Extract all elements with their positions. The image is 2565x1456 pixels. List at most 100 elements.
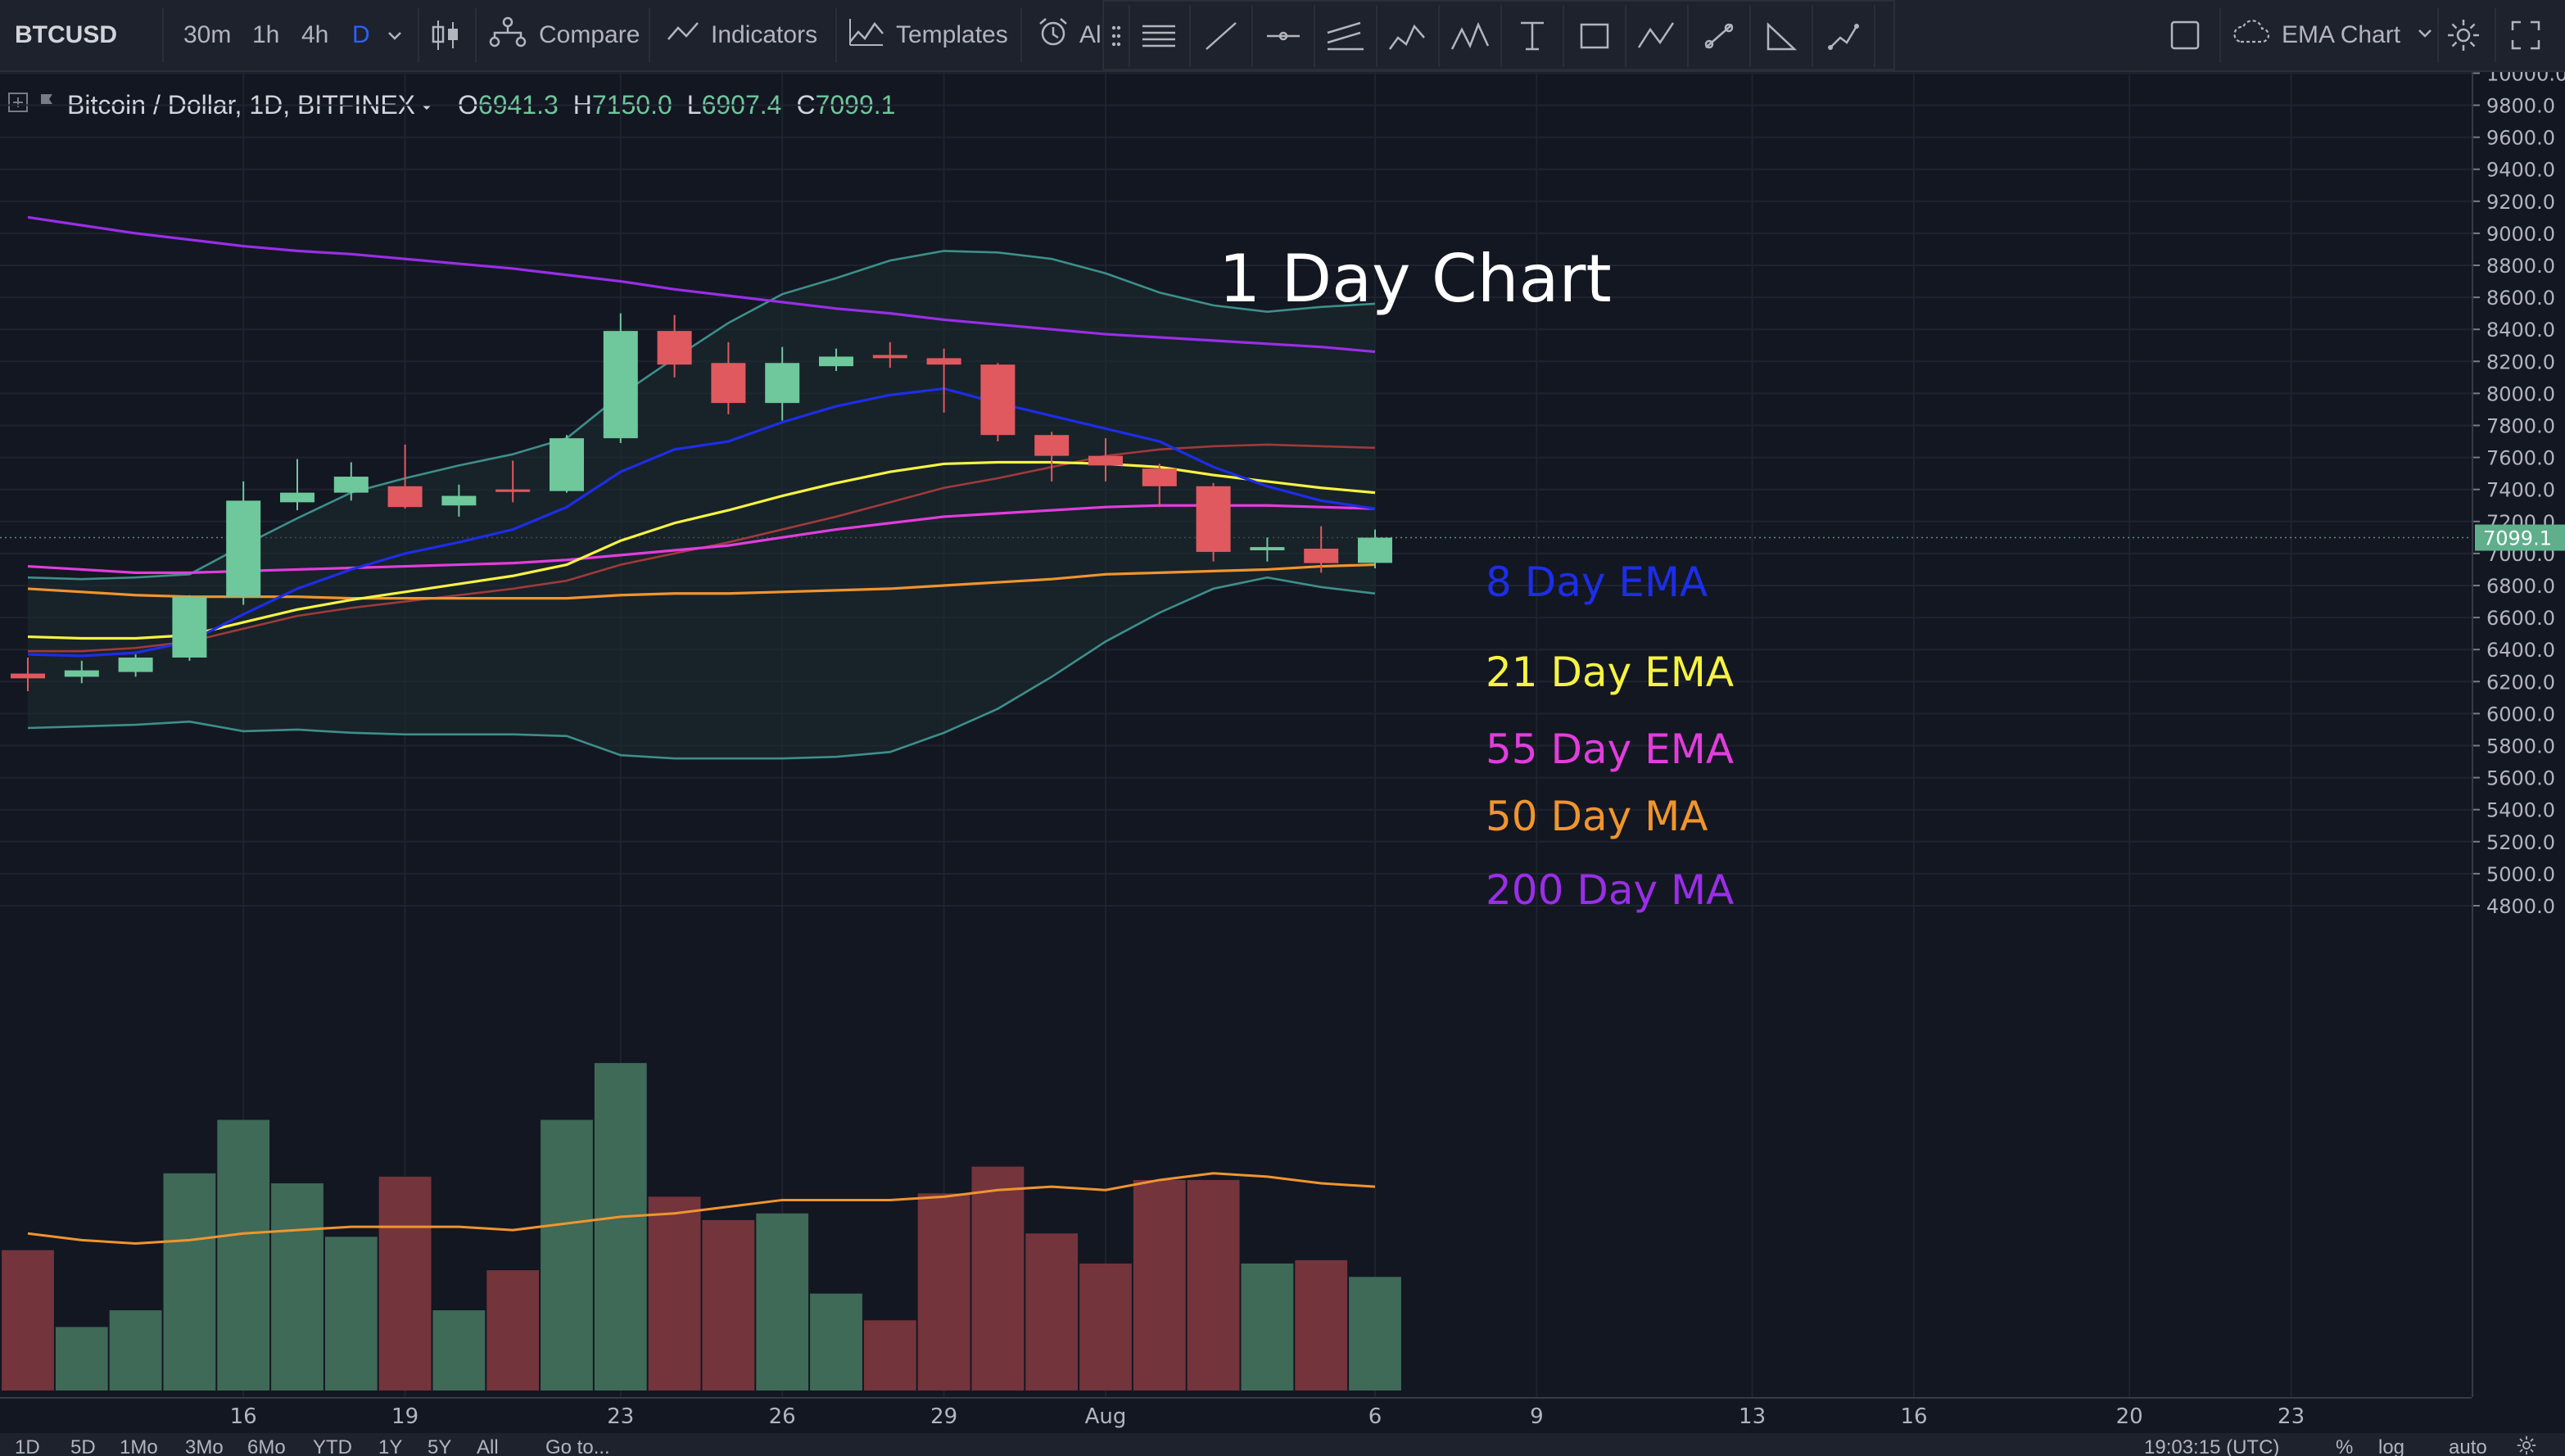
alert-button[interactable]: Al [1037,0,1102,70]
interval-d-button[interactable]: D [352,21,370,48]
symbol-menu-chevron-icon[interactable] [420,90,433,120]
symbol-search-button[interactable]: BTCUSD [15,21,117,48]
text-tool-icon[interactable] [1502,5,1564,67]
toolbar-divider [649,8,650,62]
time-tick-label: 20 [2116,1404,2143,1429]
measure-tool-icon[interactable] [1751,5,1813,67]
axis-settings-gear-icon[interactable] [2516,1435,2537,1456]
candle-body [226,500,261,597]
time-tick-label: 6 [1368,1404,1382,1429]
chart-type-candles-icon[interactable] [429,0,462,70]
price-tick-label: 9600.0 [2486,127,2555,150]
volume-bar [648,1196,701,1390]
price-tick-label: 5200.0 [2486,831,2555,854]
horizontal-ray-tool-icon[interactable] [1253,5,1315,67]
time-tick-label: 16 [230,1404,257,1429]
price-tick-label: 5600.0 [2486,767,2555,790]
scale-option-2[interactable]: auto [2449,1436,2487,1456]
candle-body [1358,537,1392,563]
xabcd-pattern-tool-icon[interactable] [1440,5,1502,67]
price-axis[interactable]: 10000.0 9800.0 9600.0 9400.0 9200.0 9000.0 880… [2472,72,2565,1397]
time-axis[interactable]: 1619232629Aug691316202327 [0,1397,2472,1435]
time-tick-label: 19 [391,1404,418,1429]
fullscreen-toggle-icon[interactable] [2169,0,2201,70]
range-6mo-button[interactable]: 6Mo [247,1436,286,1456]
trend-line-tool-icon[interactable] [1191,5,1253,67]
interval-30m-button[interactable]: 30m [183,21,232,48]
price-tick-label: 8800.0 [2486,255,2555,278]
indicators-button[interactable]: Indicators [667,0,817,70]
time-tick-label: 29 [930,1404,957,1429]
scale-option-1[interactable]: log [2378,1436,2405,1456]
bollinger-band-fill [28,251,1375,759]
price-tick-label: 4800.0 [2486,895,2555,918]
price-tick-label: 9800.0 [2486,95,2555,118]
indicator-annotation-ma200: 200 Day MA [1486,866,1734,914]
drag-handle-icon[interactable] [1104,5,1130,67]
time-tick-label: 9 [1530,1404,1544,1429]
time-tick-label: 23 [2278,1404,2305,1429]
settings-gear-icon[interactable] [2445,0,2481,70]
range-ytd-button[interactable]: YTD [313,1436,352,1456]
brush-tool-icon[interactable] [1689,5,1751,67]
toolbar-divider [835,8,837,62]
parallel-channel-tool-icon[interactable] [1315,5,1378,67]
range-1mo-button[interactable]: 1Mo [120,1436,158,1456]
candle-body [495,489,531,492]
rectangle-tool-icon[interactable] [1564,5,1626,67]
path-tool-icon[interactable] [1813,5,1875,67]
candle-body [765,363,800,404]
volume-bar [917,1193,970,1390]
volume-bar [1241,1263,1294,1390]
candle-body [172,596,207,658]
last-price-badge [2475,524,2565,551]
layout-menu-button[interactable]: EMA Chart [2231,0,2435,70]
abcd-pattern-tool-icon[interactable] [1626,5,1689,67]
flag-icon[interactable] [38,90,57,120]
alert-label: Al [1079,21,1102,48]
elliott-wave-tool-icon[interactable] [1378,5,1440,67]
candle-body [657,331,692,365]
drawing-toolbar [1102,0,1895,70]
utc-clock[interactable]: 19:03:15 (UTC) [2144,1436,2280,1456]
range-all-button[interactable]: All [477,1436,499,1456]
price-chart[interactable]: 1 Day Chart 8 Day EMA 21 Day EMA 55 Day EM… [0,72,2472,1397]
volume-bar [1133,1179,1186,1390]
price-tick-label: 6800.0 [2486,575,2555,598]
time-tick-label: 13 [1739,1404,1766,1429]
volume-bar [756,1213,809,1390]
volume-bar [486,1270,540,1390]
range-1d-button[interactable]: 1D [15,1436,40,1456]
interval-dropdown-chevron-icon[interactable] [385,0,405,70]
candle-body [1196,486,1231,552]
range-5d-button[interactable]: 5D [70,1436,96,1456]
compare-icon [488,16,527,55]
candle-body [1088,455,1123,466]
time-tick-label: Aug [1085,1404,1127,1429]
range-5y-button[interactable]: 5Y [428,1436,452,1456]
price-tick-label: 9000.0 [2486,223,2555,246]
candle-body [1250,547,1285,550]
compare-button[interactable]: Compare [488,0,640,70]
candle-body [550,438,584,491]
volume-bar [541,1119,593,1390]
templates-button[interactable]: Templates [848,0,1008,70]
horizontal-lines-tool-icon[interactable] [1129,5,1191,67]
indicator-annotation-ema55: 55 Day EMA [1486,726,1734,773]
price-tick-label: 7600.0 [2486,447,2555,470]
scale-option-0[interactable]: % [2336,1436,2354,1456]
compare-label: Compare [539,21,640,48]
volume-bar [863,1320,916,1390]
range-3mo-button[interactable]: 3Mo [185,1436,224,1456]
candle-body [603,331,638,439]
toolbar-divider [162,8,164,62]
expand-icon[interactable] [2509,0,2542,70]
price-tick-label: 5000.0 [2486,863,2555,886]
chevron-down-icon [2415,21,2435,49]
goto-date-button[interactable]: Go to... [545,1436,610,1456]
candle-body [819,356,853,367]
range-1y-button[interactable]: 1Y [378,1436,403,1456]
interval-4h-button[interactable]: 4h [301,21,329,48]
candle-body [1034,435,1070,456]
interval-1h-button[interactable]: 1h [252,21,280,48]
